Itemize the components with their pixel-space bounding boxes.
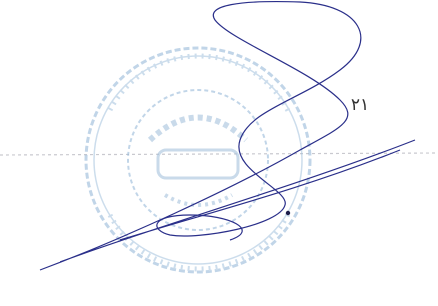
page-number: ۲۱	[351, 95, 369, 115]
signature-dot	[286, 211, 290, 215]
page: ۲۱ (() => { const data = JSON.parse(docu…	[0, 0, 438, 306]
document-scan: ۲۱	[0, 0, 438, 306]
